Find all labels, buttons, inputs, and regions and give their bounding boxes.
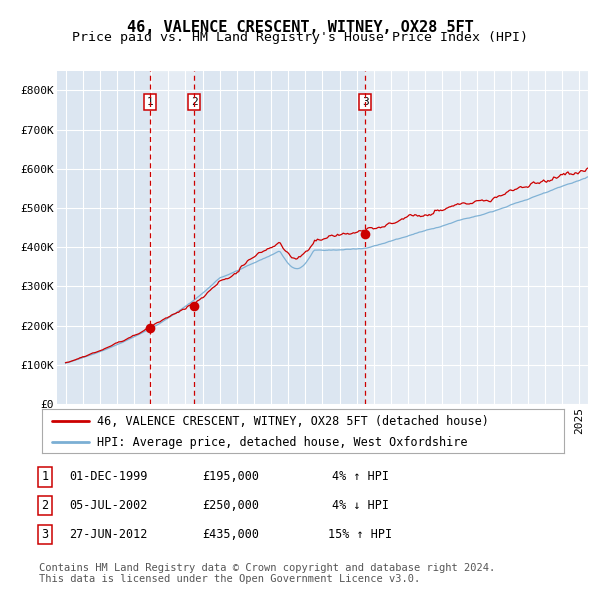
Text: Price paid vs. HM Land Registry's House Price Index (HPI): Price paid vs. HM Land Registry's House … bbox=[72, 31, 528, 44]
Text: HPI: Average price, detached house, West Oxfordshire: HPI: Average price, detached house, West… bbox=[97, 435, 467, 448]
Text: 15% ↑ HPI: 15% ↑ HPI bbox=[328, 528, 392, 541]
Text: 4% ↑ HPI: 4% ↑ HPI bbox=[331, 470, 389, 483]
Text: £250,000: £250,000 bbox=[203, 499, 260, 512]
Text: 3: 3 bbox=[41, 528, 49, 541]
Text: 01-DEC-1999: 01-DEC-1999 bbox=[69, 470, 147, 483]
Text: 27-JUN-2012: 27-JUN-2012 bbox=[69, 528, 147, 541]
Text: 1: 1 bbox=[41, 470, 49, 483]
Text: 3: 3 bbox=[362, 97, 368, 107]
Text: £435,000: £435,000 bbox=[203, 528, 260, 541]
Text: Contains HM Land Registry data © Crown copyright and database right 2024.
This d: Contains HM Land Registry data © Crown c… bbox=[39, 563, 495, 584]
Text: 1: 1 bbox=[146, 97, 153, 107]
Text: 2: 2 bbox=[41, 499, 49, 512]
Bar bbox=[150, 71, 194, 404]
Text: 46, VALENCE CRESCENT, WITNEY, OX28 5FT: 46, VALENCE CRESCENT, WITNEY, OX28 5FT bbox=[127, 19, 473, 35]
Text: £195,000: £195,000 bbox=[203, 470, 260, 483]
Text: 2: 2 bbox=[191, 97, 197, 107]
Text: 4% ↓ HPI: 4% ↓ HPI bbox=[331, 499, 389, 512]
Text: 05-JUL-2002: 05-JUL-2002 bbox=[69, 499, 147, 512]
Text: 46, VALENCE CRESCENT, WITNEY, OX28 5FT (detached house): 46, VALENCE CRESCENT, WITNEY, OX28 5FT (… bbox=[97, 415, 488, 428]
Bar bbox=[365, 71, 588, 404]
